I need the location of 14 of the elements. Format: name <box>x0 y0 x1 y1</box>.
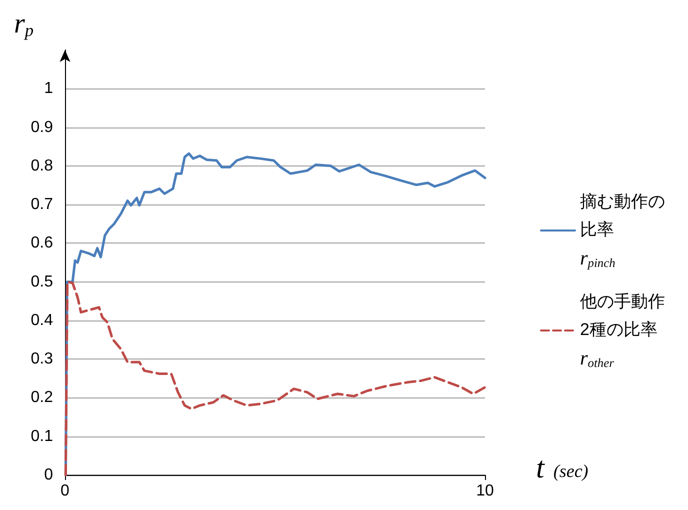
y-tick-label: 0.4 <box>30 312 54 329</box>
y-tick-label: 0.2 <box>30 389 54 406</box>
y-tick-label: 0.3 <box>30 350 54 368</box>
y-tick-label: 0.6 <box>30 234 54 252</box>
y-tick-label: 0.8 <box>30 157 54 174</box>
y-tick-label: 0.1 <box>30 428 54 445</box>
y-tick-label: 1 <box>44 80 54 98</box>
y-tick-label: 0.7 <box>30 196 54 214</box>
y-tick-label: 0 <box>44 466 54 484</box>
y-axis-title: rp <box>14 8 34 40</box>
y-tick-label: 0.5 <box>30 273 54 290</box>
x-axis-title: t (sec) <box>536 452 588 484</box>
x-tick-label: 10 <box>476 482 494 500</box>
y-tick-label: 0.9 <box>30 118 54 136</box>
